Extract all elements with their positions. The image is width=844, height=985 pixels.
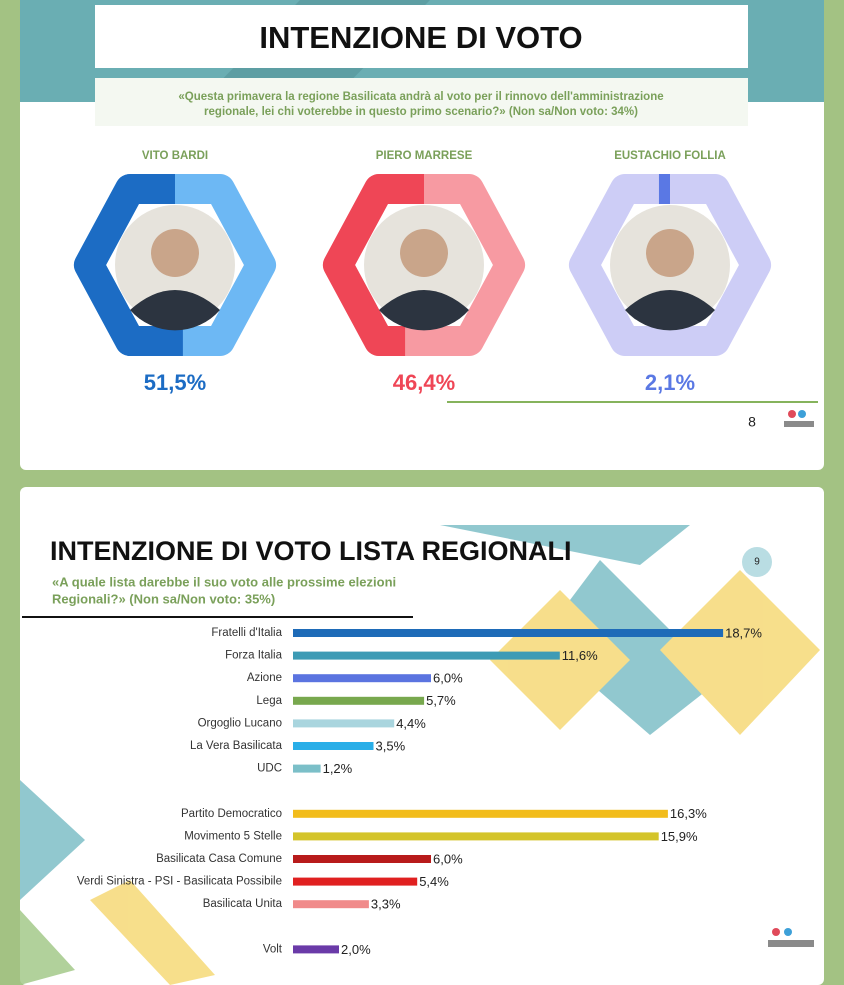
category-label: Movimento 5 Stelle [184, 830, 282, 842]
value-label: 3,3% [371, 897, 401, 912]
photo-body [130, 290, 220, 331]
page-badge [742, 547, 772, 577]
value-label: 15,9% [661, 829, 698, 844]
value-label: 5,4% [419, 874, 449, 889]
bar [293, 945, 339, 954]
value-label: 46,4% [393, 370, 455, 395]
value-label: 2,1% [645, 370, 695, 395]
category-label: Forza Italia [225, 650, 282, 662]
value-label: 6,0% [433, 671, 463, 686]
value-label: 18,7% [725, 625, 762, 640]
subtitle: «Questa primavera la regione Basilicata … [178, 91, 663, 103]
logo [784, 410, 814, 427]
title: INTENZIONE DI VOTO [259, 20, 582, 55]
category-label: Lega [256, 695, 282, 707]
photo-body [379, 290, 469, 331]
photo-head [646, 229, 694, 277]
bar [293, 651, 560, 660]
ring-track [569, 174, 771, 356]
candidate-name: EUSTACHIO FOLLIA [614, 150, 726, 162]
subtitle-box [95, 78, 748, 126]
subtitle: «A quale lista darebbe il suo voto alle … [52, 574, 396, 589]
bar [293, 629, 724, 637]
value-label: 11,6% [562, 648, 598, 663]
subtitle: regionale, lei chi voterebbe in questo p… [204, 106, 638, 118]
ring-value [323, 174, 525, 356]
title-box [95, 5, 748, 68]
candidate-name: VITO BARDI [142, 150, 208, 162]
category-label: Volt [263, 943, 283, 955]
subtitle: Regionali?» (Non sa/Non voto: 35%) [52, 591, 275, 606]
bar [293, 832, 659, 841]
category-label: Basilicata Unita [203, 898, 283, 910]
value-label: 4,4% [396, 716, 426, 731]
photo-head [400, 229, 448, 277]
category-label: Partito Democratico [181, 808, 282, 820]
page-number: 9 [754, 557, 760, 568]
value-label: 1,2% [323, 761, 353, 776]
value-label: 5,7% [426, 693, 456, 708]
bar [293, 809, 668, 818]
bar [293, 696, 425, 705]
category-label: Orgoglio Lucano [198, 717, 282, 729]
decoration [20, 525, 820, 985]
category-label: La Vera Basilicata [190, 740, 283, 752]
category-label: UDC [257, 763, 282, 775]
bar [293, 719, 395, 728]
bar [293, 855, 431, 863]
value-label: 2,0% [341, 942, 371, 957]
value-label: 3,5% [376, 738, 406, 753]
page-number: 8 [748, 414, 756, 430]
logo [768, 928, 814, 947]
photo-head [151, 229, 199, 277]
value-label: 51,5% [144, 370, 206, 395]
candidate-name: PIERO MARRESE [376, 150, 473, 162]
bar [293, 764, 321, 773]
bar [293, 742, 374, 750]
bar [293, 877, 418, 886]
bar [293, 674, 431, 683]
photo-body [625, 290, 715, 331]
category-label: Basilicata Casa Comune [156, 853, 282, 865]
category-label: Azione [247, 672, 282, 684]
title: INTENZIONE DI VOTO LISTA REGIONALI [50, 536, 572, 566]
bar [293, 900, 369, 909]
value-label: 6,0% [433, 851, 463, 866]
category-label: Verdi Sinistra - PSI - Basilicata Possib… [77, 876, 282, 888]
category-label: Fratelli d'Italia [211, 627, 282, 639]
ring-value [74, 174, 276, 356]
value-label: 16,3% [670, 806, 707, 821]
